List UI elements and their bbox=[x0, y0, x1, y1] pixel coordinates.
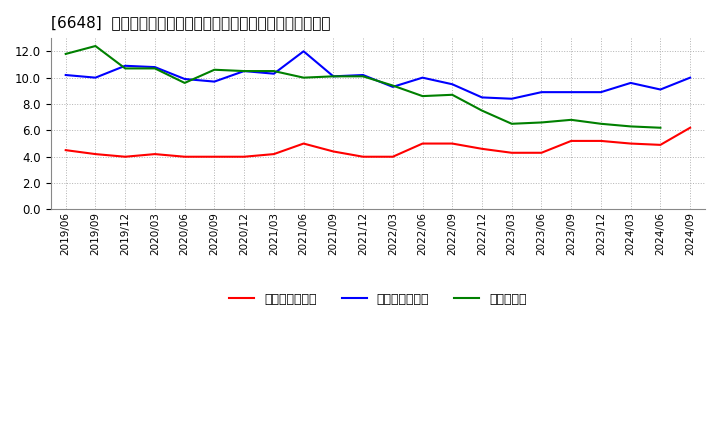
買入債務回転率 bbox=[300, 49, 308, 54]
売上債権回転率 bbox=[537, 150, 546, 155]
在庫回転率 bbox=[537, 120, 546, 125]
売上債権回転率 bbox=[210, 154, 219, 159]
在庫回転率 bbox=[269, 69, 278, 74]
売上債権回転率 bbox=[626, 141, 635, 146]
売上債権回転率 bbox=[508, 150, 516, 155]
在庫回転率 bbox=[448, 92, 456, 97]
買入債務回転率 bbox=[626, 80, 635, 85]
買入債務回転率 bbox=[597, 89, 606, 95]
在庫回転率 bbox=[567, 117, 575, 122]
在庫回転率 bbox=[477, 108, 486, 113]
買入債務回転率 bbox=[329, 73, 338, 79]
在庫回転率 bbox=[240, 69, 248, 74]
買入債務回転率 bbox=[359, 72, 367, 77]
売上債権回転率 bbox=[567, 138, 575, 143]
買入債務回転率 bbox=[477, 95, 486, 100]
買入債務回転率 bbox=[269, 71, 278, 76]
在庫回転率 bbox=[359, 73, 367, 79]
売上債権回転率 bbox=[329, 149, 338, 154]
買入債務回転率 bbox=[240, 69, 248, 74]
買入債務回転率 bbox=[448, 81, 456, 87]
買入債務回転率 bbox=[537, 89, 546, 95]
在庫回転率 bbox=[418, 93, 427, 99]
Legend: 売上債権回転率, 買入債務回転率, 在庫回転率: 売上債権回転率, 買入債務回転率, 在庫回転率 bbox=[224, 288, 531, 311]
売上債権回転率 bbox=[91, 151, 100, 157]
売上債権回転率 bbox=[269, 151, 278, 157]
売上債権回転率 bbox=[686, 125, 695, 130]
在庫回転率 bbox=[300, 75, 308, 80]
Text: [6648]  売上債権回転率、買入債務回転率、在庫回転率の推移: [6648] 売上債権回転率、買入債務回転率、在庫回転率の推移 bbox=[51, 15, 330, 30]
売上債権回転率 bbox=[240, 154, 248, 159]
買入債務回転率 bbox=[180, 76, 189, 81]
Line: 在庫回転率: 在庫回転率 bbox=[66, 46, 660, 128]
買入債務回転率 bbox=[656, 87, 665, 92]
売上債権回転率 bbox=[61, 147, 70, 153]
売上債権回転率 bbox=[389, 154, 397, 159]
在庫回転率 bbox=[121, 66, 130, 71]
売上債権回転率 bbox=[180, 154, 189, 159]
売上債権回転率 bbox=[359, 154, 367, 159]
買入債務回転率 bbox=[567, 89, 575, 95]
在庫回転率 bbox=[597, 121, 606, 126]
売上債権回転率 bbox=[656, 142, 665, 147]
在庫回転率 bbox=[389, 83, 397, 88]
売上債権回転率 bbox=[121, 154, 130, 159]
買入債務回転率 bbox=[91, 75, 100, 80]
在庫回転率 bbox=[329, 73, 338, 79]
買入債務回転率 bbox=[150, 65, 159, 70]
在庫回転率 bbox=[180, 80, 189, 85]
在庫回転率 bbox=[508, 121, 516, 126]
在庫回転率 bbox=[210, 67, 219, 73]
在庫回転率 bbox=[626, 124, 635, 129]
買入債務回転率 bbox=[686, 75, 695, 80]
売上債権回転率 bbox=[597, 138, 606, 143]
買入債務回転率 bbox=[389, 84, 397, 89]
買入債務回転率 bbox=[508, 96, 516, 101]
在庫回転率 bbox=[656, 125, 665, 130]
在庫回転率 bbox=[150, 66, 159, 71]
Line: 買入債務回転率: 買入債務回転率 bbox=[66, 51, 690, 99]
売上債権回転率 bbox=[418, 141, 427, 146]
売上債権回転率 bbox=[477, 146, 486, 151]
買入債務回転率 bbox=[61, 72, 70, 77]
売上債権回転率 bbox=[448, 141, 456, 146]
買入債務回転率 bbox=[210, 79, 219, 84]
売上債権回転率 bbox=[300, 141, 308, 146]
在庫回転率 bbox=[61, 51, 70, 57]
買入債務回転率 bbox=[121, 63, 130, 69]
Line: 売上債権回転率: 売上債権回転率 bbox=[66, 128, 690, 157]
在庫回転率 bbox=[91, 44, 100, 49]
買入債務回転率 bbox=[418, 75, 427, 80]
売上債権回転率 bbox=[150, 151, 159, 157]
